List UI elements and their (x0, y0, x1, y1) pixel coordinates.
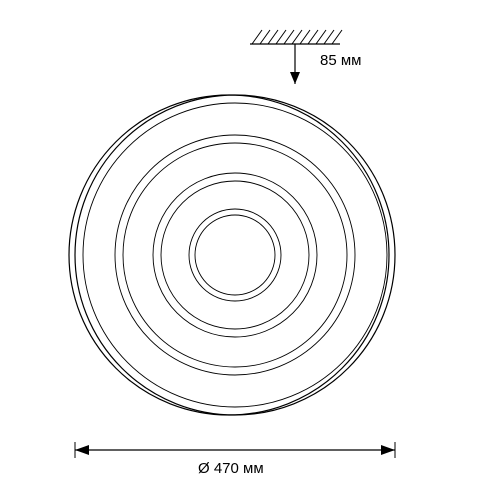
diameter-dimension-label: Ø 470 мм (198, 460, 264, 477)
height-dimension-label: 85 мм (320, 52, 361, 69)
diameter-symbol: Ø (198, 460, 210, 477)
diameter-value: 470 мм (214, 460, 264, 477)
lamp-drawing (0, 0, 500, 500)
diagram-canvas: 85 мм Ø 470 мм (0, 0, 500, 500)
